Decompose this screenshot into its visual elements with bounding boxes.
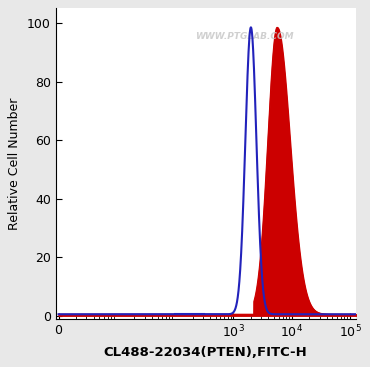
X-axis label: CL488-22034(PTEN),FITC-H: CL488-22034(PTEN),FITC-H [104,346,307,359]
Text: WWW.PTGLAB.COM: WWW.PTGLAB.COM [195,32,294,41]
Y-axis label: Relative Cell Number: Relative Cell Number [9,97,21,230]
